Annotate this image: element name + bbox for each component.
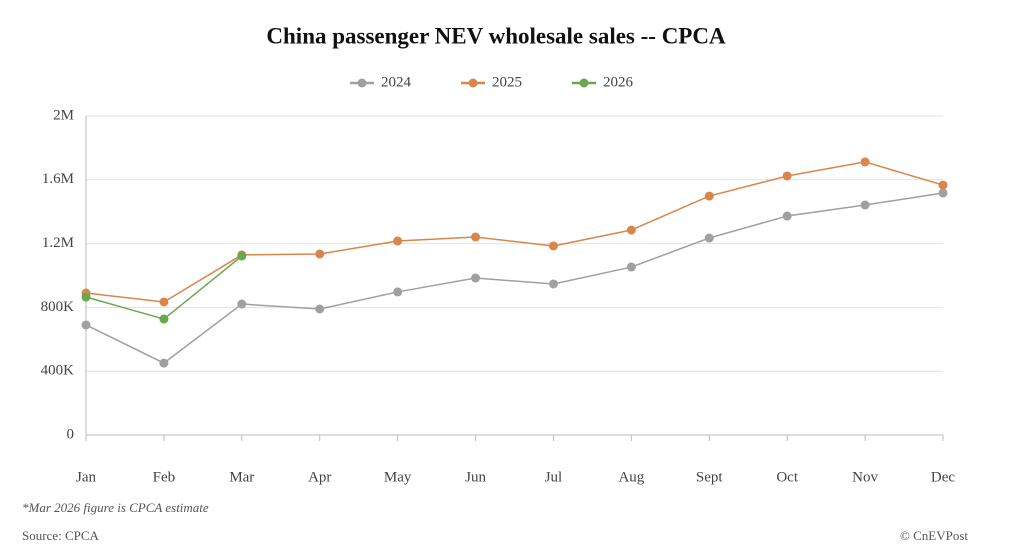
x-tick-label: Sept: [696, 469, 724, 485]
data-point: [782, 211, 792, 221]
legend-label: 2026: [603, 74, 634, 90]
legend-label: 2025: [492, 74, 522, 90]
data-point: [626, 225, 636, 235]
x-tick-label: May: [384, 469, 412, 485]
data-point: [471, 273, 481, 283]
y-tick-label: 0: [67, 426, 75, 442]
data-point: [237, 251, 247, 261]
data-point: [704, 191, 714, 201]
data-point: [471, 232, 481, 242]
chart-title: China passenger NEV wholesale sales -- C…: [266, 23, 726, 48]
data-point: [548, 279, 558, 289]
data-point: [704, 233, 714, 243]
source: Source: CPCA: [22, 528, 100, 543]
x-tick-label: Jun: [465, 469, 486, 485]
x-tick-label: Jul: [545, 469, 563, 485]
y-tick-label: 1.6M: [42, 171, 74, 187]
legend-marker: [468, 78, 478, 88]
x-tick-label: Apr: [308, 469, 331, 485]
data-point: [782, 171, 792, 181]
data-point: [159, 358, 169, 368]
series-line: [85, 255, 243, 320]
legend-marker: [357, 78, 367, 88]
data-point: [548, 241, 558, 251]
data-point: [938, 188, 948, 198]
credit: © CnEVPost: [900, 528, 968, 543]
x-tick-label: Aug: [618, 469, 644, 485]
x-tick-label: Feb: [153, 469, 176, 485]
footnote: *Mar 2026 figure is CPCA estimate: [22, 500, 209, 515]
data-point: [159, 297, 169, 307]
y-tick-label: 2M: [53, 107, 74, 123]
data-point: [315, 249, 325, 259]
data-point: [626, 262, 636, 272]
data-point: [81, 320, 91, 330]
y-tick-label: 400K: [41, 363, 75, 379]
series-line: [85, 161, 944, 303]
data-point: [938, 180, 948, 190]
series-line: [85, 192, 944, 364]
data-point: [237, 299, 247, 309]
x-tick-label: Jan: [76, 469, 96, 485]
data-point: [81, 292, 91, 302]
data-point: [860, 200, 870, 210]
data-point: [159, 314, 169, 324]
x-tick-label: Mar: [229, 469, 254, 485]
data-point: [393, 236, 403, 246]
x-tick-label: Nov: [852, 469, 878, 485]
x-tick-label: Oct: [776, 469, 798, 485]
y-tick-label: 800K: [41, 299, 75, 315]
data-point: [393, 287, 403, 297]
legend-marker: [579, 78, 589, 88]
data-point: [860, 157, 870, 167]
y-tick-label: 1.2M: [42, 235, 74, 251]
legend-label: 2024: [381, 74, 412, 90]
x-tick-label: Dec: [931, 469, 955, 485]
data-point: [315, 304, 325, 314]
